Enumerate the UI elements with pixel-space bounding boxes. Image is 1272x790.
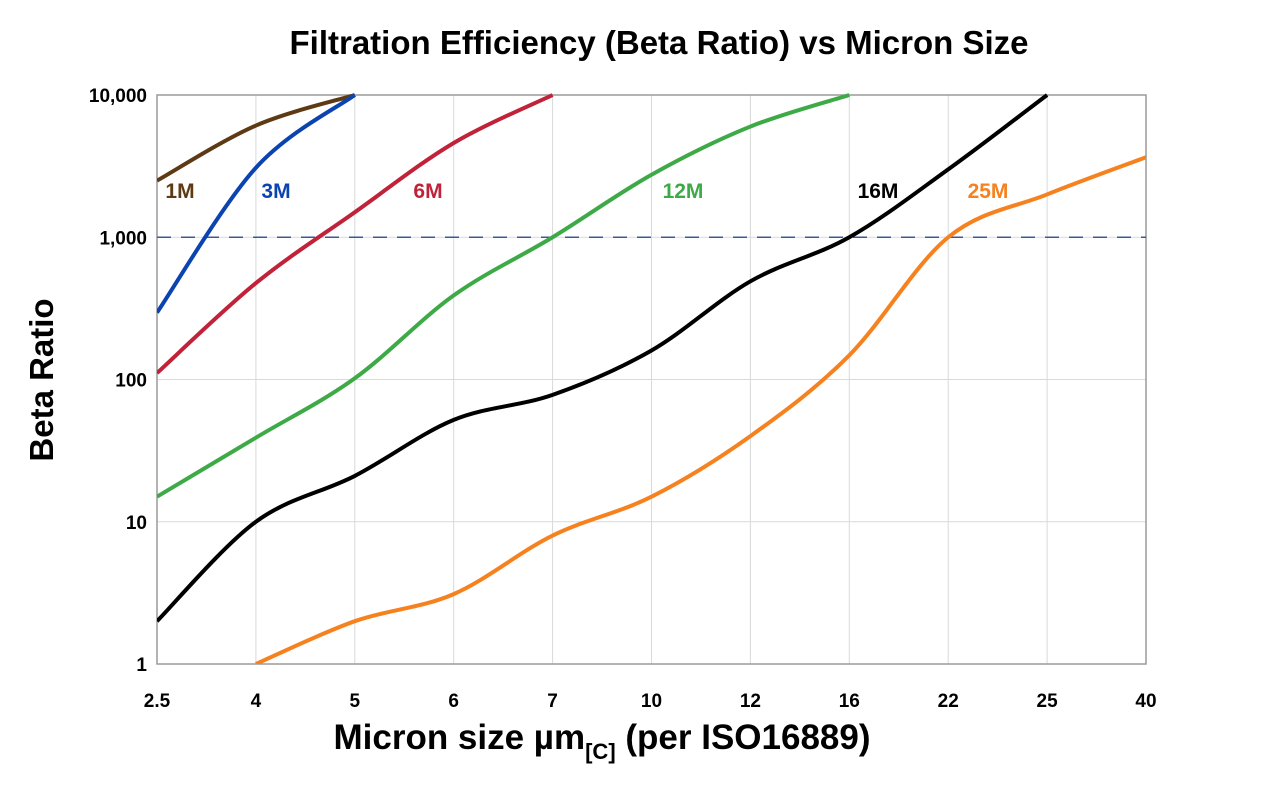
series-label-6M: 6M: [413, 180, 442, 203]
y-tick-label: 1: [136, 655, 147, 676]
plot-frame: [156, 94, 1147, 665]
x-tick-label: 40: [1135, 691, 1156, 712]
x-tick-label: 25: [1037, 691, 1059, 712]
series-label-25M: 25M: [968, 180, 1009, 203]
series-label-16M: 16M: [858, 180, 899, 203]
x-axis-label-suffix: (per ISO16889): [615, 718, 871, 757]
x-axis-label-subscript: [C]: [585, 739, 616, 764]
x-tick-label: 12: [740, 691, 761, 712]
series-line-25M: [255, 155, 1146, 664]
x-tick-label: 22: [938, 691, 959, 712]
y-tick-label: 10: [126, 513, 147, 534]
x-tick-label: 16: [839, 691, 860, 712]
x-axis-label: Micron size µm[C] (per ISO16889): [0, 718, 1204, 765]
series-line-16M: [157, 93, 1049, 623]
series-label-12M: 12M: [663, 180, 704, 203]
x-tick-label: 10: [641, 691, 662, 712]
series-line-3M: [157, 93, 356, 314]
x-tick-label: 7: [547, 691, 558, 712]
series-label-1M: 1M: [165, 180, 194, 203]
x-axis-label-main: Micron size µm: [333, 718, 586, 757]
series-label-3M: 3M: [261, 180, 290, 203]
series-line-12M: [157, 93, 850, 499]
y-tick-label: 10,000: [89, 86, 147, 107]
y-tick-label: 1,000: [99, 228, 147, 249]
x-tick-label: 2.5: [144, 691, 171, 712]
y-tick-label: 100: [115, 371, 147, 392]
series-line-1M: [157, 93, 356, 183]
chart-title: Filtration Efficiency (Beta Ratio) vs Mi…: [289, 24, 1029, 61]
x-tick-label: 4: [251, 691, 262, 712]
x-tick-label: 6: [448, 691, 459, 712]
x-tick-label: 5: [350, 691, 361, 712]
series-line-6M: [157, 93, 554, 375]
